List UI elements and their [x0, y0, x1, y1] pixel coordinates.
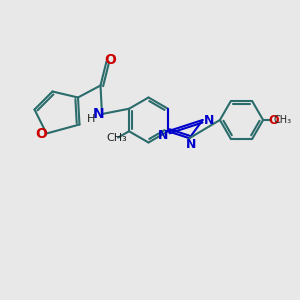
Text: N: N	[93, 107, 104, 121]
Text: O: O	[104, 53, 116, 67]
Text: N: N	[158, 129, 168, 142]
Text: O: O	[268, 113, 279, 127]
Text: CH₃: CH₃	[274, 115, 292, 125]
Text: N: N	[186, 138, 197, 151]
Text: O: O	[35, 127, 47, 140]
Text: N: N	[204, 113, 214, 127]
Text: H: H	[87, 113, 95, 124]
Text: CH₃: CH₃	[106, 133, 127, 142]
